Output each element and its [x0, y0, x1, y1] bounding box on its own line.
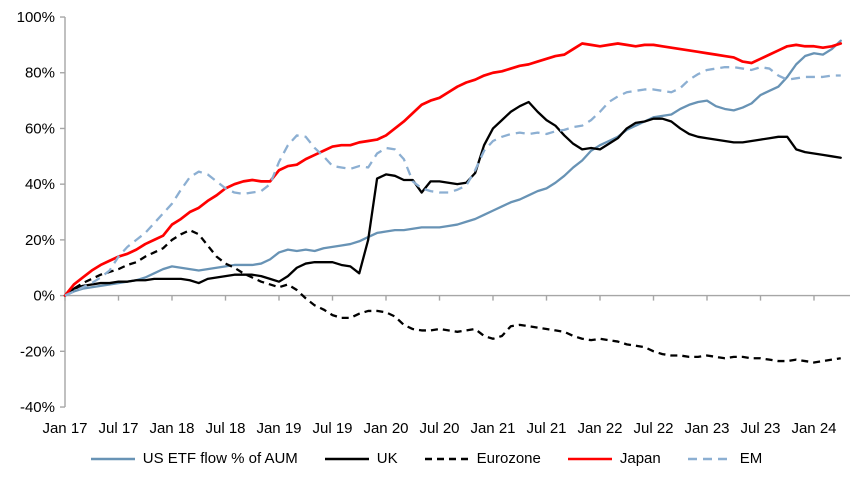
x-tick-label: Jul 19: [312, 420, 352, 437]
legend-line-sample: [324, 457, 369, 460]
x-tick-label: Jul 23: [740, 420, 780, 437]
x-tick-label: Jan 21: [470, 420, 515, 437]
legend-label: US ETF flow % of AUM: [142, 450, 298, 467]
legend-line-sample: [567, 457, 612, 460]
x-tick-label: Jul 20: [419, 420, 459, 437]
legend-item-us: US ETF flow % of AUM: [90, 450, 298, 467]
legend-line-sample: [424, 457, 469, 460]
legend-label: Japan: [619, 450, 661, 467]
y-tick-label: 20%: [25, 232, 55, 249]
x-tick-label: Jan 23: [684, 420, 729, 437]
x-tick-label: Jul 17: [98, 420, 138, 437]
y-tick-label: 100%: [17, 9, 55, 26]
legend-item-uk: UK: [324, 450, 398, 467]
legend-item-em: EM: [687, 450, 763, 467]
legend: US ETF flow % of AUM UK Eurozone Japan E…: [0, 450, 852, 467]
x-tick-label: Jan 22: [577, 420, 622, 437]
x-tick-label: Jul 21: [526, 420, 566, 437]
y-axis-labels: 100% 80% 60% 40% 20% 0% -20% -40%: [17, 9, 55, 416]
y-tick-label: 60%: [25, 120, 55, 137]
x-tick-label: Jul 22: [633, 420, 673, 437]
legend-line-sample: [90, 457, 135, 460]
x-tick-label: Jan 20: [363, 420, 408, 437]
legend-label: Eurozone: [476, 450, 541, 467]
axes: [60, 16, 850, 408]
legend-item-eurozone: Eurozone: [424, 450, 541, 467]
y-tick-label: -20%: [20, 343, 55, 360]
x-tick-label: Jan 19: [256, 420, 301, 437]
y-tick-label: 40%: [25, 176, 55, 193]
legend-label: EM: [739, 450, 763, 467]
series-lines: [63, 39, 843, 364]
y-tick-label: -40%: [20, 399, 55, 416]
legend-label: UK: [376, 450, 398, 467]
legend-line-sample: [687, 457, 732, 460]
y-tick-label: 80%: [25, 65, 55, 82]
y-tick-label: 0%: [33, 288, 55, 305]
x-tick-label: Jan 24: [791, 420, 836, 437]
x-tick-label: Jan 18: [149, 420, 194, 437]
x-axis-labels: Jan 17 Jul 17 Jan 18 Jul 18 Jan 19 Jul 1…: [42, 420, 836, 437]
legend-item-japan: Japan: [567, 450, 661, 467]
plot-area: 100% 80% 60% 40% 20% 0% -20% -40% Jan 17…: [17, 9, 850, 437]
x-tick-label: Jan 17: [42, 420, 87, 437]
x-tick-label: Jul 18: [205, 420, 245, 437]
